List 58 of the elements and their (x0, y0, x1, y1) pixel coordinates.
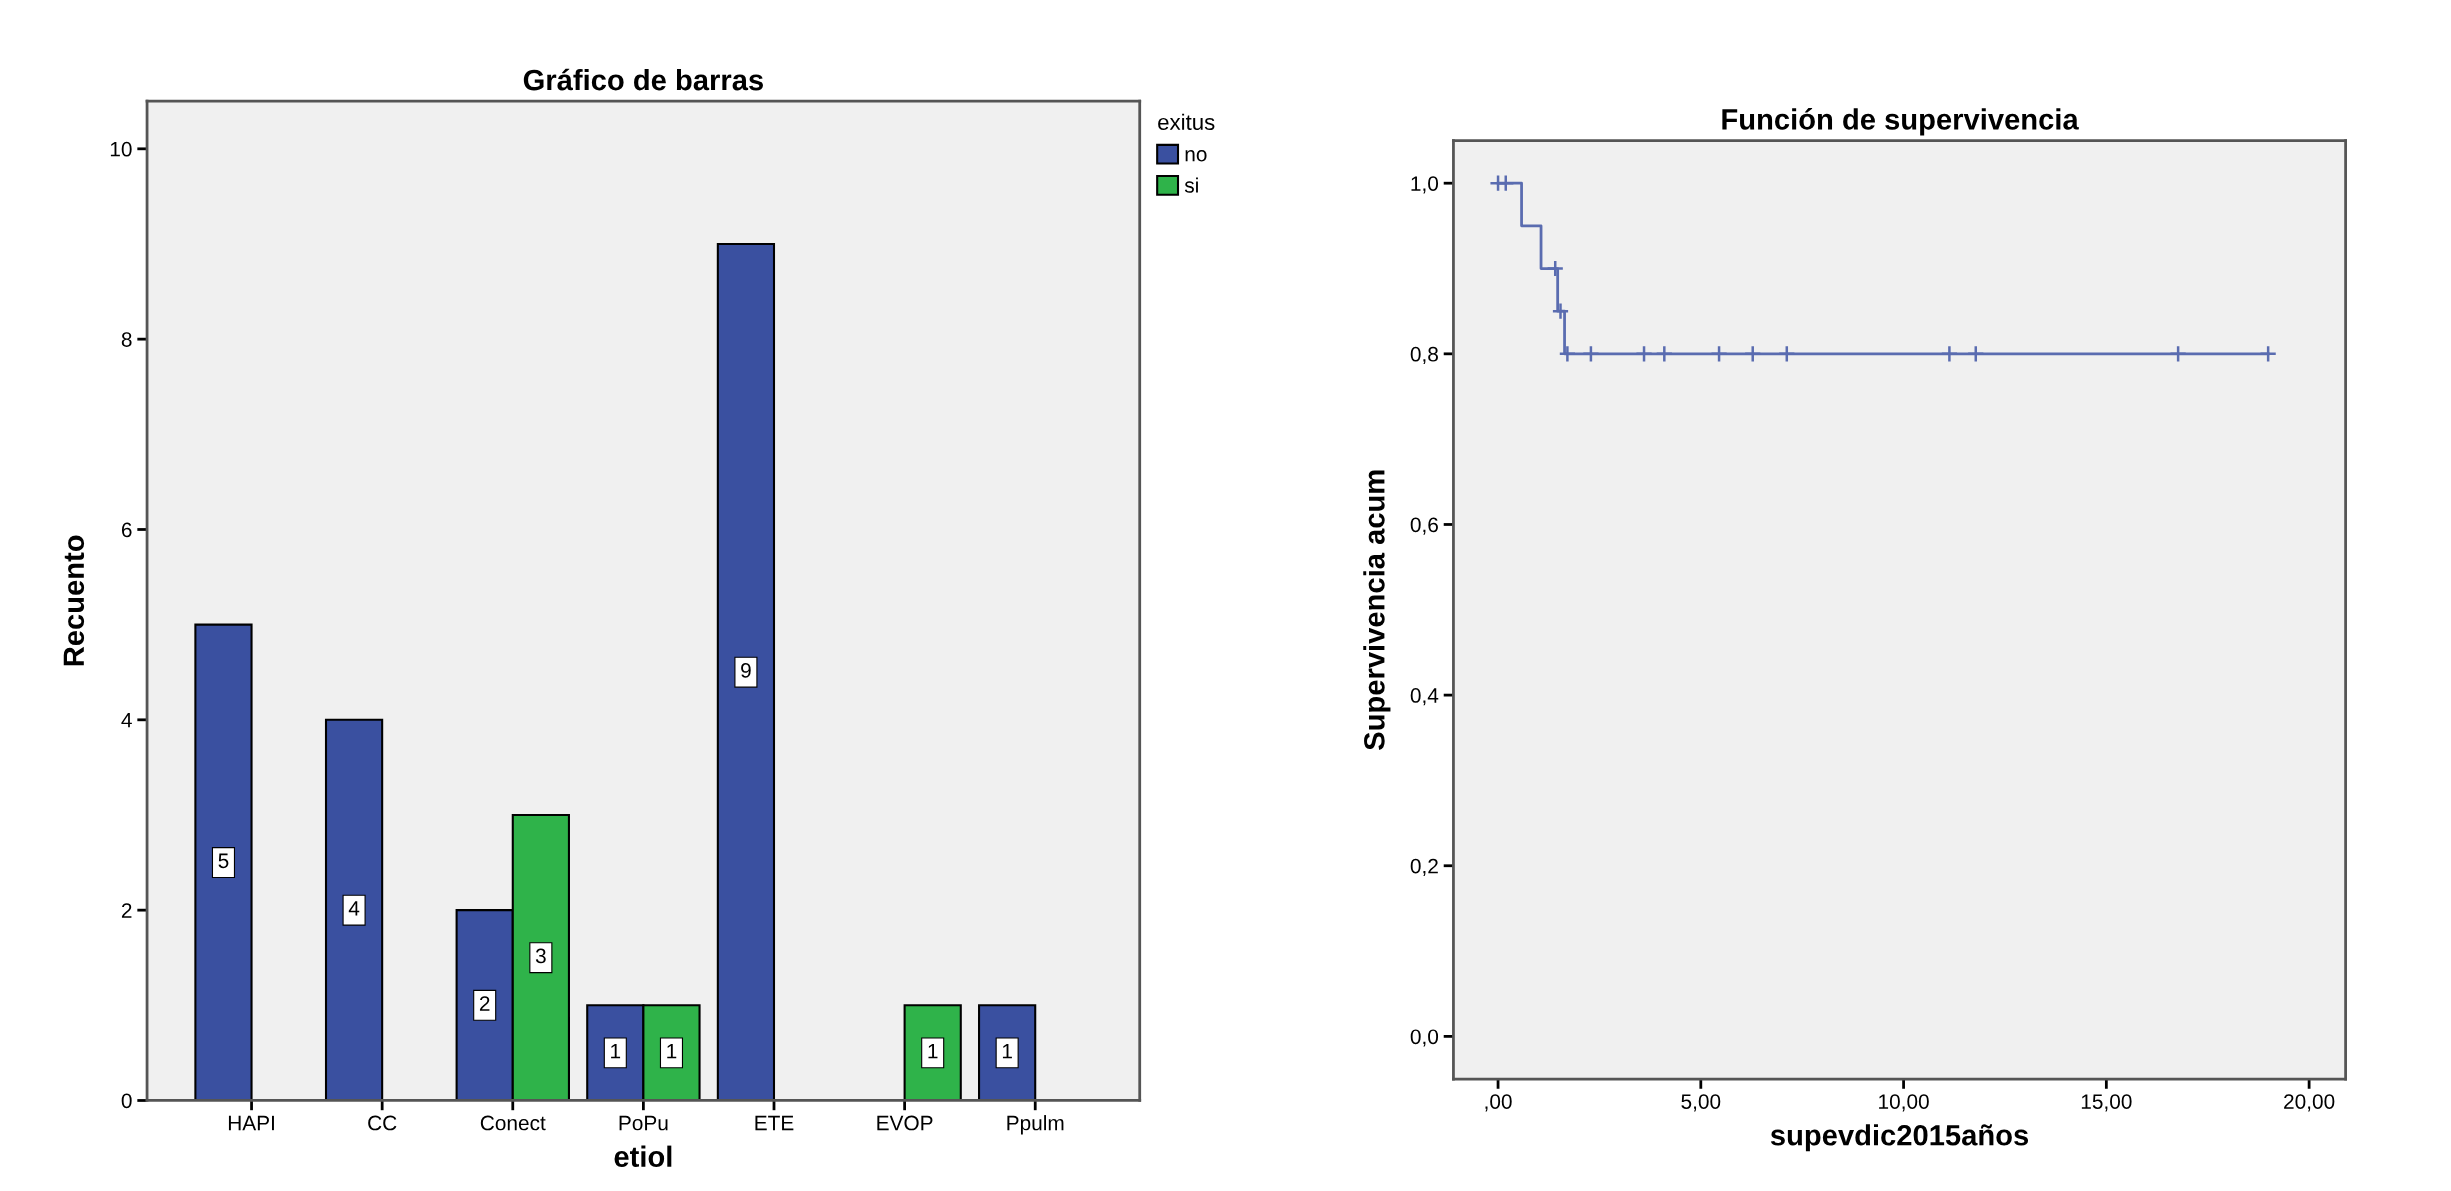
y-tick-label: 0,4 (1410, 688, 1439, 706)
data-label: 5 (218, 853, 229, 869)
x-tick-label: ,00 (1485, 1094, 1512, 1112)
point (2259, 344, 2278, 363)
y-tick-label: 8 (121, 332, 132, 347)
point (1966, 344, 1985, 363)
point (1635, 344, 1653, 363)
bar (194, 623, 253, 1101)
point (1710, 344, 1728, 363)
y-axis-title: Recuento (63, 535, 85, 666)
y-tick-label: 2 (121, 903, 132, 918)
data-label: 3 (535, 948, 546, 964)
x-tick-label: 15,00 (2081, 1094, 2132, 1112)
point (1655, 344, 1674, 363)
data-label: 9 (741, 663, 751, 678)
y-tick-label: 0,8 (1410, 346, 1438, 365)
x-tick-label: Ppulm (1007, 1115, 1064, 1135)
legend-title: exitus (1158, 113, 1215, 131)
y-tick-label: 0,6 (1410, 517, 1438, 535)
point (1777, 344, 1796, 363)
data-label: 1 (667, 1043, 677, 1059)
y-tick-label: 1,0 (1411, 176, 1439, 194)
point (2169, 344, 2187, 363)
point (1940, 344, 1959, 363)
x-tick-label: 10,00 (1879, 1094, 1929, 1112)
bar (716, 242, 776, 1101)
x-axis-title: etiol (614, 1145, 672, 1168)
data-label: 1 (1002, 1043, 1012, 1059)
x-tick-label: Conect (480, 1115, 546, 1131)
data-label: 4 (348, 901, 360, 916)
y-axis-title: Supervivencia acum (1363, 470, 1391, 750)
x-tick-label: CC (368, 1115, 397, 1131)
y-tick-label: 0,0 (1410, 1029, 1439, 1047)
y-tick-label: 0,2 (1410, 858, 1438, 876)
point (1558, 344, 1577, 363)
y-tick-label: 0 (121, 1093, 132, 1109)
point (1551, 302, 1570, 321)
x-tick-label: ETE (755, 1115, 794, 1131)
x-tick-label: HAPI (228, 1115, 274, 1131)
x-axis-title: supevdic2015años (1770, 1124, 2029, 1152)
x-tick-label: 5,00 (1681, 1094, 1721, 1112)
y-tick-label: 6 (121, 522, 132, 538)
y-tick-label: 4 (121, 713, 132, 728)
x-tick-label: EVOP (877, 1115, 933, 1131)
point (1546, 259, 1565, 278)
point (1743, 344, 1762, 363)
x-tick-label: PoPu (619, 1115, 668, 1131)
point (1582, 344, 1600, 363)
legend-label: si (1184, 177, 1198, 193)
y-tick-label: 10 (110, 141, 132, 157)
bar (324, 718, 384, 1101)
chart-title: Función de supervivencia (1722, 108, 2079, 136)
x-tick-label: 20,00 (2284, 1094, 2335, 1112)
data-label: 2 (479, 996, 490, 1011)
data-label: 1 (611, 1043, 621, 1059)
chart-title: Gráfico de barras (523, 68, 763, 91)
legend-label: no (1185, 150, 1207, 162)
data-label: 1 (928, 1043, 938, 1059)
